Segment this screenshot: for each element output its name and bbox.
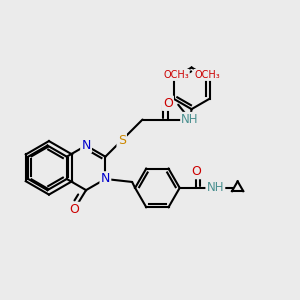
Text: OCH₃: OCH₃ (194, 70, 220, 80)
Text: OCH₃: OCH₃ (163, 70, 189, 80)
Text: O: O (163, 97, 173, 110)
Text: NH: NH (207, 182, 224, 194)
Text: N: N (81, 139, 91, 152)
Text: NH: NH (181, 113, 199, 126)
Text: S: S (118, 134, 126, 147)
Text: O: O (191, 165, 201, 178)
Text: N: N (101, 172, 110, 185)
Text: O: O (69, 203, 79, 216)
